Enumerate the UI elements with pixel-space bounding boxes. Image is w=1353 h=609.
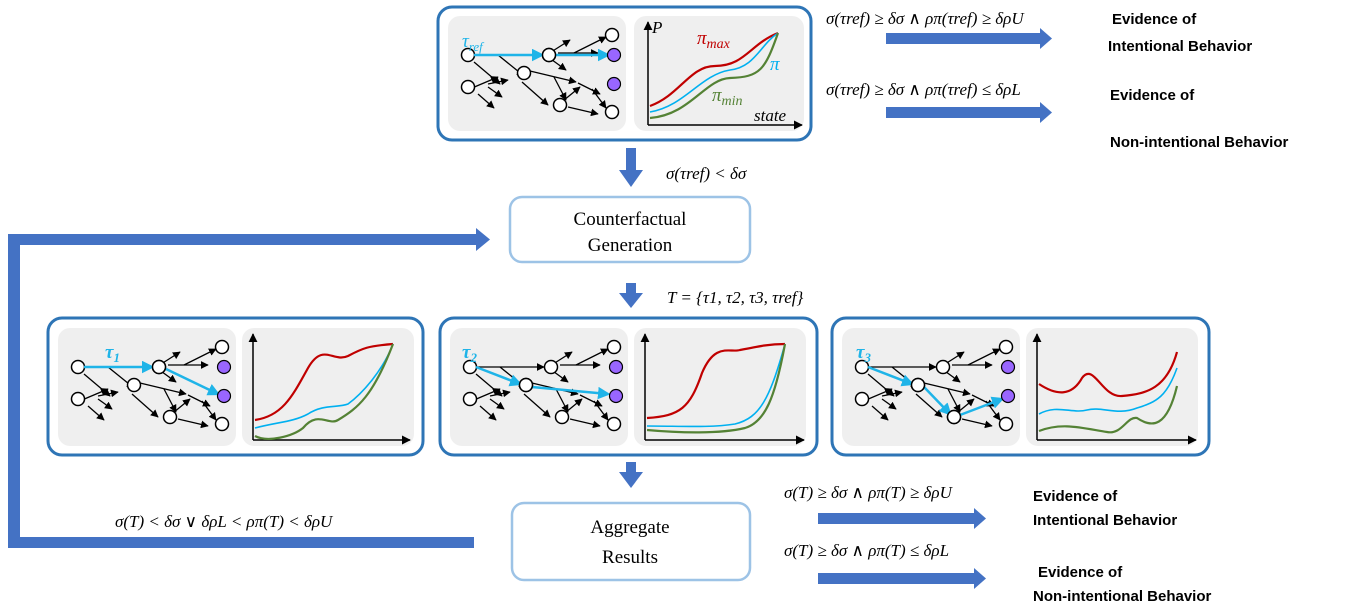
bottom-evidence-1-line2: Intentional Behavior bbox=[1033, 512, 1177, 529]
down-arrow-2-body bbox=[626, 283, 636, 293]
bottom-arrow-2-head bbox=[974, 568, 986, 589]
counterfactual-line2: Generation bbox=[588, 235, 673, 256]
aggregate-line2: Results bbox=[602, 547, 658, 568]
pi-min-label: πmin bbox=[712, 85, 743, 109]
top-evidence-1-line1: Evidence of bbox=[1112, 11, 1197, 28]
counterfactual-panel-3: τ3 bbox=[830, 316, 1211, 457]
aggregate-box bbox=[510, 501, 752, 582]
axis-y-label: P bbox=[651, 18, 662, 37]
aggregate-line1: Aggregate bbox=[590, 517, 669, 538]
bottom-condition-1-formula: σ(T) ≥ δσ ∧ ρπ(T) ≥ δρU bbox=[784, 483, 954, 502]
top-arrow-1-head bbox=[1040, 28, 1052, 49]
loop-condition: σ(T) < δσ ∨ δρL < ρπ(T) < δρU bbox=[115, 512, 334, 531]
bottom-arrow-1-head bbox=[974, 508, 986, 529]
top-condition-1-formula: σ(τref) ≥ δσ ∧ ρπ(τref) ≥ δρU bbox=[826, 9, 1025, 28]
top-arrow-1-body bbox=[886, 33, 1040, 44]
tau-2-label: τ2 bbox=[462, 342, 477, 365]
tau-1-label: τ1 bbox=[105, 342, 120, 365]
pi-max-label: πmax bbox=[697, 28, 731, 52]
top-evidence-1-line2: Intentional Behavior bbox=[1108, 38, 1252, 55]
top-evidence-2-line1: Evidence of bbox=[1110, 87, 1195, 104]
axis-x-label: state bbox=[754, 106, 787, 125]
bottom-arrow-1-body bbox=[818, 513, 974, 524]
tau-3-label: τ3 bbox=[856, 342, 871, 365]
reference-trajectory-graph bbox=[462, 29, 622, 119]
top-evidence-2-line2: Non-intentional Behavior bbox=[1110, 134, 1289, 151]
counterfactual-set-label: T = {τ1, τ2, τ3, τref} bbox=[667, 288, 804, 307]
pi-label: π bbox=[770, 54, 780, 75]
reference-panel: τref P state πmax π πmin bbox=[436, 5, 813, 142]
trajectory-ref-label: τref bbox=[462, 31, 485, 54]
bottom-evidence-2-line2: Non-intentional Behavior bbox=[1033, 588, 1212, 605]
top-condition-2-formula: σ(τref) ≥ δσ ∧ ρπ(τref) ≤ δρL bbox=[826, 80, 1021, 99]
down-arrow-1-head bbox=[619, 170, 643, 187]
feedback-loop-arrow bbox=[8, 228, 490, 548]
step1-condition: σ(τref) < δσ bbox=[666, 164, 747, 183]
counterfactual-panel-2: τ2 bbox=[438, 316, 819, 457]
down-arrow-3-body bbox=[626, 462, 636, 472]
top-arrow-2-head bbox=[1040, 102, 1052, 123]
bottom-evidence-1-line1: Evidence of bbox=[1033, 488, 1118, 505]
counterfactual-line1: Counterfactual bbox=[574, 209, 687, 230]
bottom-evidence-2-line1: Evidence of bbox=[1038, 564, 1123, 581]
bottom-condition-2-formula: σ(T) ≥ δσ ∧ ρπ(T) ≤ δρL bbox=[784, 541, 949, 560]
top-arrow-2-body bbox=[886, 107, 1040, 118]
counterfactual-panel-1: τ1 bbox=[46, 316, 425, 457]
counterfactual-box bbox=[508, 195, 752, 264]
bottom-arrow-2-body bbox=[818, 573, 974, 584]
down-arrow-2-head bbox=[619, 293, 643, 308]
down-arrow-3-head bbox=[619, 472, 643, 488]
down-arrow-1-body bbox=[626, 148, 636, 170]
policy-plot: P state πmax π πmin bbox=[643, 18, 803, 130]
